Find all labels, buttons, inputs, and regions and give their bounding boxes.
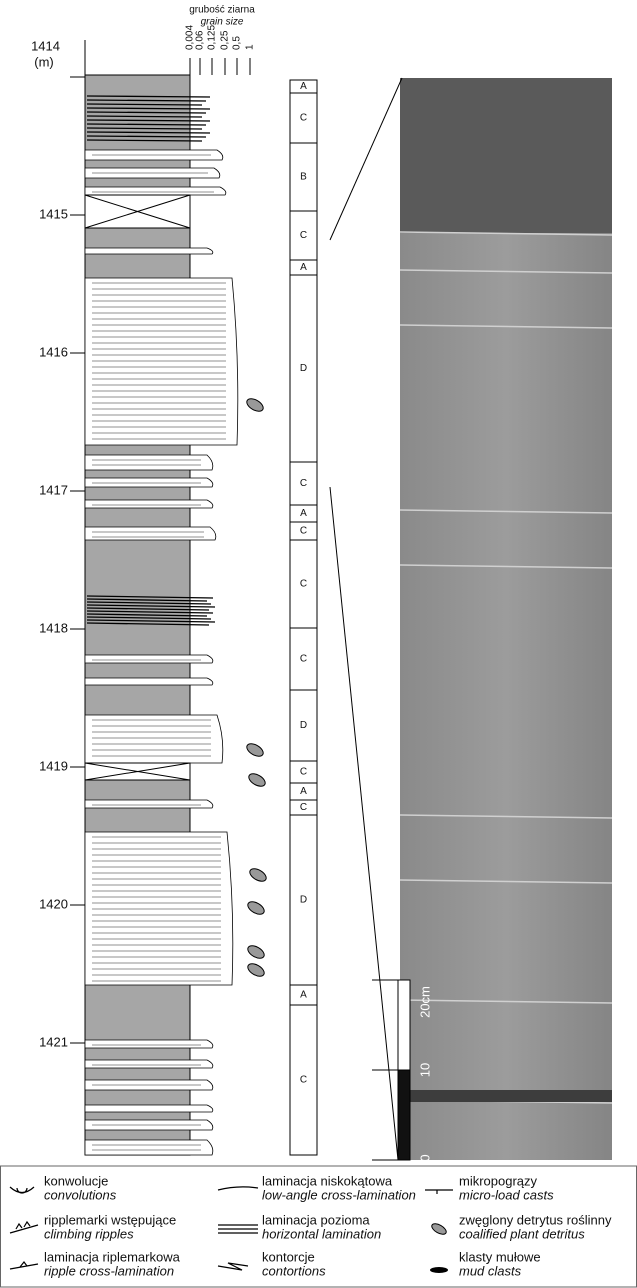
scale-label: 20cm bbox=[417, 986, 432, 1018]
depth-label: 1416 bbox=[39, 344, 68, 359]
sand-bed bbox=[85, 248, 213, 254]
grain-tick-label: 0,125 bbox=[207, 25, 218, 50]
legend-label: konwolucje bbox=[44, 1173, 108, 1188]
legend-symbol bbox=[218, 1225, 258, 1233]
depth-label: 1414 bbox=[31, 38, 60, 53]
legend-label-en: coalified plant detritus bbox=[459, 1226, 585, 1241]
figure: grubość ziarna grain size (m) 0,0040,060… bbox=[0, 0, 637, 1288]
header-title: grubość ziarna bbox=[189, 5, 255, 16]
sand-bed bbox=[85, 527, 216, 540]
facies-label: A bbox=[300, 786, 307, 797]
facies-label: C bbox=[300, 579, 307, 590]
legend-label-en: micro-load casts bbox=[459, 1187, 554, 1202]
sand-bed bbox=[85, 187, 226, 195]
legend-symbol bbox=[430, 1222, 448, 1237]
legend-label-en: mud clasts bbox=[459, 1263, 522, 1278]
facies-label: C bbox=[300, 802, 307, 813]
legend-symbol bbox=[218, 1263, 248, 1270]
scale-label: 0 bbox=[417, 1154, 432, 1161]
scale-label: 10 bbox=[417, 1063, 432, 1077]
plant-detritus bbox=[248, 866, 269, 884]
sand-bed bbox=[85, 655, 213, 663]
depth-label: 1420 bbox=[39, 896, 68, 911]
facies-label: C bbox=[300, 230, 307, 241]
plant-detritus bbox=[245, 741, 266, 759]
core-dark-part bbox=[400, 78, 612, 233]
legend-label: klasty mułowe bbox=[459, 1249, 541, 1264]
facies-label: C bbox=[300, 526, 307, 537]
legend-label-en: ripple cross-lamination bbox=[44, 1263, 174, 1278]
depth-label: 1417 bbox=[39, 482, 68, 497]
depth-label: 1415 bbox=[39, 206, 68, 221]
sand-bed bbox=[85, 455, 213, 470]
sand-bed bbox=[85, 500, 213, 508]
grain-tick-label: 0,25 bbox=[220, 30, 231, 50]
core-dark-band bbox=[400, 1090, 612, 1102]
legend-label: laminacja riplemarkowa bbox=[44, 1249, 181, 1264]
legend-label: laminacja pozioma bbox=[262, 1212, 370, 1227]
sand-bed bbox=[85, 800, 213, 808]
plant-detritus bbox=[246, 899, 267, 917]
legend-label: mikropogrązy bbox=[459, 1173, 538, 1188]
legend-label: kontorcje bbox=[262, 1249, 315, 1264]
legend-label: zwęglony detrytus roślinny bbox=[459, 1212, 612, 1227]
facies-label: C bbox=[300, 654, 307, 665]
plant-detritus bbox=[245, 396, 266, 414]
facies-label: D bbox=[300, 363, 307, 374]
depth-unit: (m) bbox=[34, 54, 54, 69]
legend-symbol bbox=[218, 1187, 258, 1190]
scale-black bbox=[398, 1070, 410, 1160]
legend-label-en: horizontal lamination bbox=[262, 1226, 381, 1241]
sand-bed bbox=[85, 278, 238, 445]
sand-bed bbox=[85, 1140, 213, 1155]
facies-label: C bbox=[300, 478, 307, 489]
depth-label: 1421 bbox=[39, 1034, 68, 1049]
sand-bed bbox=[85, 1105, 213, 1112]
legend-symbol bbox=[425, 1190, 453, 1194]
legend-label: laminacja niskokątowa bbox=[262, 1173, 393, 1188]
facies-label: D bbox=[300, 895, 307, 906]
legend-label: ripplemarki wstępujące bbox=[44, 1212, 176, 1227]
legend-symbol bbox=[10, 1262, 38, 1269]
sand-bed bbox=[85, 678, 213, 685]
link-line bbox=[330, 78, 402, 240]
legend-symbol bbox=[10, 1222, 38, 1233]
legend-label-en: convolutions bbox=[44, 1187, 117, 1202]
facies-label: A bbox=[300, 262, 307, 273]
plant-detritus bbox=[247, 771, 268, 789]
legend-label-en: low-angle cross-lamination bbox=[262, 1187, 416, 1202]
legend-symbol bbox=[10, 1187, 34, 1193]
scale-white bbox=[398, 980, 410, 1070]
grain-tick-label: 0,5 bbox=[232, 36, 243, 50]
legend-label-en: climbing ripples bbox=[44, 1226, 134, 1241]
depth-label: 1419 bbox=[39, 758, 68, 773]
facies-label: A bbox=[300, 990, 307, 1001]
facies-label: B bbox=[300, 172, 307, 183]
link-line bbox=[330, 487, 398, 1160]
depth-label: 1418 bbox=[39, 620, 68, 635]
sand-bed bbox=[85, 478, 213, 487]
facies-label: C bbox=[300, 767, 307, 778]
sand-bed bbox=[85, 1040, 213, 1048]
facies-label: C bbox=[300, 113, 307, 124]
plant-detritus bbox=[246, 961, 267, 979]
sand-bed bbox=[85, 1060, 213, 1068]
legend-label-en: contortions bbox=[262, 1263, 326, 1278]
plant-detritus bbox=[246, 943, 267, 961]
legend-symbol bbox=[430, 1267, 448, 1273]
grain-tick-label: 0,06 bbox=[195, 30, 206, 50]
facies-label: D bbox=[300, 720, 307, 731]
facies-label: A bbox=[300, 508, 307, 519]
facies-label: C bbox=[300, 1075, 307, 1086]
facies-label: A bbox=[300, 81, 307, 92]
grain-tick-label: 1 bbox=[245, 44, 256, 50]
